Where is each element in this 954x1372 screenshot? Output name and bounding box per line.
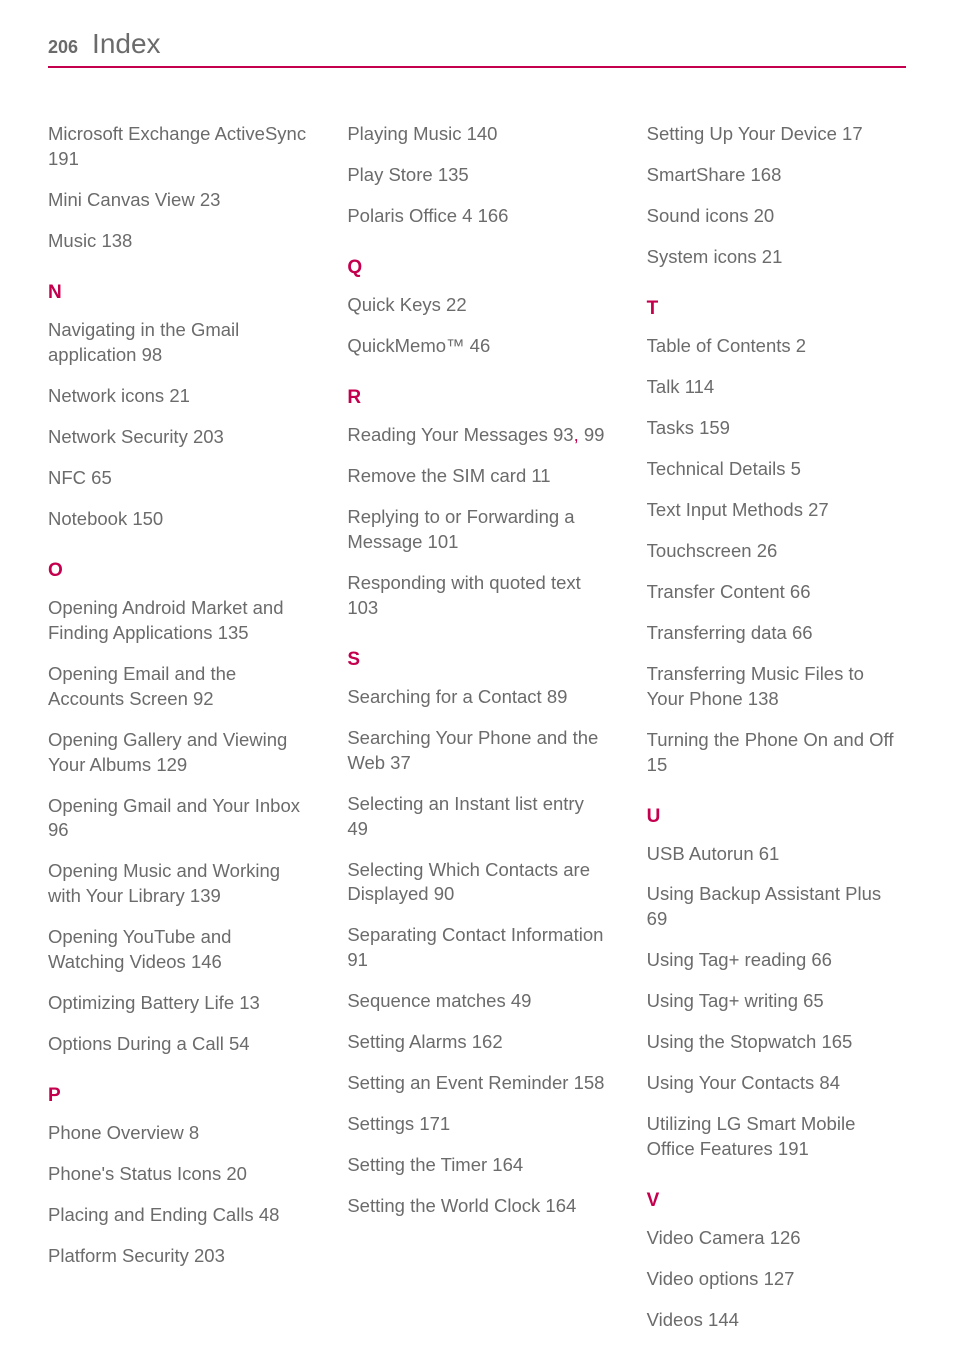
index-entry: Transferring Music Files to Your Phone 1… [647, 662, 906, 712]
index-entry: Separating Contact Information 91 [347, 923, 606, 973]
section-letter: T [647, 298, 906, 320]
index-entry: Touchscreen 26 [647, 539, 906, 564]
index-entry: SmartShare 168 [647, 163, 906, 188]
index-entry: Opening Music and Working with Your Libr… [48, 859, 307, 909]
index-entry: Using Tag+ reading 66 [647, 948, 906, 973]
index-entry: Options During a Call 54 [48, 1032, 307, 1057]
index-entry-text: 99 [579, 424, 605, 445]
section-letter: O [48, 560, 307, 582]
index-entry: Selecting an Instant list entry 49 [347, 792, 606, 842]
index-entry: Video options 127 [647, 1267, 906, 1292]
index-entry: Opening Email and the Accounts Screen 92 [48, 662, 307, 712]
section-letter: S [347, 649, 606, 671]
index-entry: Setting the Timer 164 [347, 1153, 606, 1178]
index-entry: Reading Your Messages 93, 99 [347, 423, 606, 448]
index-entry: Network icons 21 [48, 384, 307, 409]
index-entry: Transfer Content 66 [647, 580, 906, 605]
section-letter: N [48, 282, 307, 304]
index-entry: Transferring data 66 [647, 621, 906, 646]
index-entry: Settings 171 [347, 1112, 606, 1137]
section-letter: U [647, 806, 906, 828]
index-entry: Optimizing Battery Life 13 [48, 991, 307, 1016]
index-entry: Using Backup Assistant Plus 69 [647, 882, 906, 932]
index-column-1: Microsoft Exchange ActiveSync 191 Mini Ca… [48, 122, 307, 1349]
index-entry: USB Autorun 61 [647, 842, 906, 867]
index-entry: Searching Your Phone and the Web 37 [347, 726, 606, 776]
page-header: 206 Index [48, 28, 906, 68]
index-entry: NFC 65 [48, 466, 307, 491]
index-entry: Text Input Methods 27 [647, 498, 906, 523]
page-title: Index [92, 28, 161, 60]
index-entry: Tasks 159 [647, 416, 906, 441]
index-entry: Navigating in the Gmail application 98 [48, 318, 307, 368]
index-entry: Video Camera 126 [647, 1226, 906, 1251]
index-entry: Play Store 135 [347, 163, 606, 188]
index-entry: Talk 114 [647, 375, 906, 400]
index-entry: Placing and Ending Calls 48 [48, 1203, 307, 1228]
index-entry-text: Reading Your Messages 93 [347, 424, 573, 445]
index-entry: Remove the SIM card 11 [347, 464, 606, 489]
index-entry: Technical Details 5 [647, 457, 906, 482]
index-column-2: Playing Music 140 Play Store 135 Polaris O… [347, 122, 606, 1349]
index-entry: Selecting Which Contacts are Displayed 9… [347, 858, 606, 908]
index-entry: Setting an Event Reminder 158 [347, 1071, 606, 1096]
index-entry: Music 138 [48, 229, 307, 254]
index-entry: System icons 21 [647, 245, 906, 270]
index-entry: Replying to or Forwarding a Message 101 [347, 505, 606, 555]
index-entry: Turning the Phone On and Off 15 [647, 728, 906, 778]
index-entry: Table of Contents 2 [647, 334, 906, 359]
index-entry: Videos 144 [647, 1308, 906, 1333]
index-entry: Using the Stopwatch 165 [647, 1030, 906, 1055]
index-entry: Using Your Contacts 84 [647, 1071, 906, 1096]
index-entry: Setting Alarms 162 [347, 1030, 606, 1055]
index-entry: Opening Gallery and Viewing Your Albums … [48, 728, 307, 778]
index-entry: QuickMemo™ 46 [347, 334, 606, 359]
index-entry: Opening Android Market and Finding Appli… [48, 596, 307, 646]
index-entry: Setting Up Your Device 17 [647, 122, 906, 147]
index-entry: Sequence matches 49 [347, 989, 606, 1014]
index-entry: Opening YouTube and Watching Videos 146 [48, 925, 307, 975]
index-entry: Searching for a Contact 89 [347, 685, 606, 710]
index-entry: Polaris Office 4 166 [347, 204, 606, 229]
index-entry: Quick Keys 22 [347, 293, 606, 318]
index-entry: Opening Gmail and Your Inbox 96 [48, 794, 307, 844]
section-letter: V [647, 1190, 906, 1212]
index-entry: Phone Overview 8 [48, 1121, 307, 1146]
section-letter: P [48, 1085, 307, 1107]
index-entry: Using Tag+ writing 65 [647, 989, 906, 1014]
section-letter: R [347, 387, 606, 409]
index-entry: Microsoft Exchange ActiveSync 191 [48, 122, 307, 172]
index-entry: Network Security 203 [48, 425, 307, 450]
index-entry: Platform Security 203 [48, 1244, 307, 1269]
index-entry: Phone's Status Icons 20 [48, 1162, 307, 1187]
page-number: 206 [48, 37, 78, 58]
index-entry: Playing Music 140 [347, 122, 606, 147]
index-entry: Notebook 150 [48, 507, 307, 532]
index-entry: Sound icons 20 [647, 204, 906, 229]
index-entry: Responding with quoted text 103 [347, 571, 606, 621]
index-entry: Setting the World Clock 164 [347, 1194, 606, 1219]
index-columns: Microsoft Exchange ActiveSync 191 Mini Ca… [48, 122, 906, 1349]
section-letter: Q [347, 257, 606, 279]
index-entry: Utilizing LG Smart Mobile Office Feature… [647, 1112, 906, 1162]
index-entry: Mini Canvas View 23 [48, 188, 307, 213]
index-column-3: Setting Up Your Device 17 SmartShare 168 S… [647, 122, 906, 1349]
